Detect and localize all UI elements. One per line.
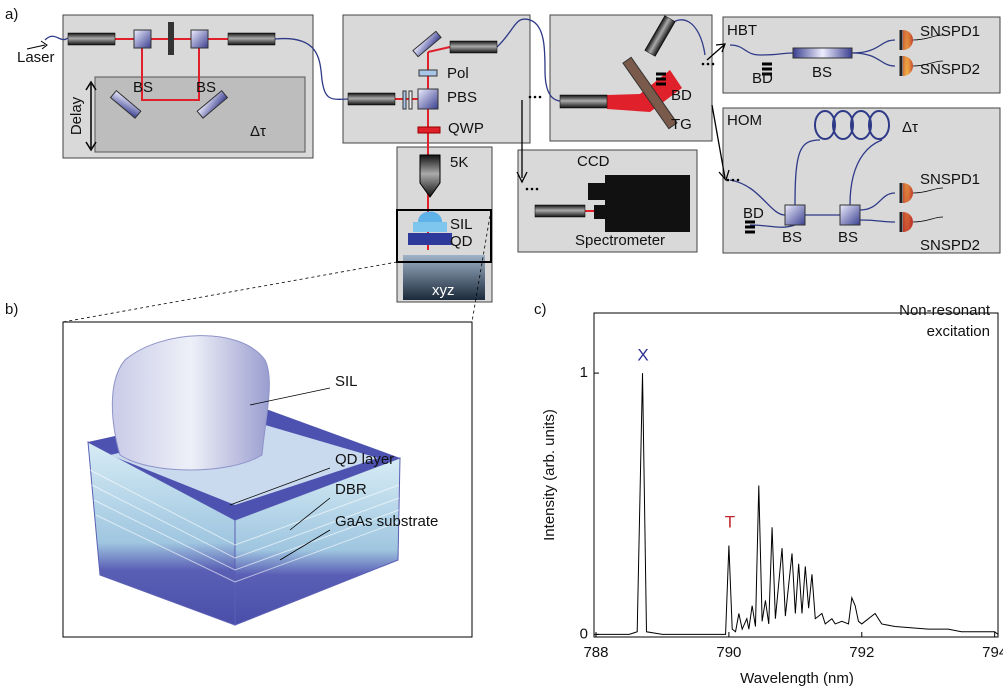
label: BS [812,64,832,81]
label: Δτ [250,123,266,140]
label: GaAs substrate [335,513,438,530]
x-tick-label: 788 [583,644,608,661]
fiber-coil [814,110,890,140]
leader [229,387,331,561]
label: Spectrometer [575,232,665,249]
label: HOM [727,112,762,129]
fiber [44,18,706,102]
label: CCD [577,153,610,170]
collimators [67,15,676,218]
label: BS [838,229,858,246]
y-axis-title: Intensity (arb. units) [541,409,558,541]
label: BS [196,79,216,96]
panel-b: b) SIL QD layer DBR GaAs substrate [5,209,492,638]
spectrum-line [595,373,999,635]
label: PBS [447,89,477,106]
panel-label: b) [5,301,18,318]
label: SIL [335,373,358,390]
x-tick-label: 794 [982,644,1003,661]
peak-label: T [725,512,735,531]
label: xyz [432,282,455,299]
x-axis-title: Wavelength (nm) [740,670,854,687]
panel-label: c) [534,301,547,318]
fiber [729,39,896,67]
dbr-layers [89,469,400,583]
label: Delay [68,96,85,135]
peak-label: X [637,345,648,364]
label: QD layer [335,451,394,468]
qd [220,508,240,516]
label: SNSPD1 [920,171,980,188]
label: SNSPD2 [920,237,980,254]
panel-label: a) [5,6,18,23]
label: SNSPD2 [920,61,980,78]
label: SIL [450,216,473,233]
annotation: excitation [927,323,990,340]
fiber [729,139,896,228]
panel-a: a) Laser BS BS Delay Δτ Pol PBS QWP 5K S… [5,6,1001,303]
hom-box [722,107,1001,254]
annotation: Non-resonant [899,302,991,319]
label: BS [133,79,153,96]
grating-box [549,14,713,142]
panel-c: c) Wavelength (nm) Intensity (arb. units… [534,301,1003,687]
label: Δτ [902,119,918,136]
label: QD [450,233,473,250]
label: BS [782,229,802,246]
x-tick-label: 790 [716,644,741,661]
label: BD [671,87,692,104]
label: 5K [450,154,468,171]
x-tick-label: 792 [849,644,874,661]
y-tick-label: 1 [580,364,588,381]
label: QWP [448,120,484,137]
label: Pol [447,65,469,82]
label: Laser [17,49,55,66]
label: BD [743,205,764,222]
zoom-line [62,209,492,323]
sil [111,335,270,471]
label: HBT [727,22,757,39]
label: SNSPD1 [920,23,980,40]
label: TG [671,116,692,133]
y-tick-label: 0 [580,625,588,642]
plot-frame [593,312,999,638]
label: DBR [335,481,367,498]
optics [26,22,944,300]
label: BD [752,70,773,87]
